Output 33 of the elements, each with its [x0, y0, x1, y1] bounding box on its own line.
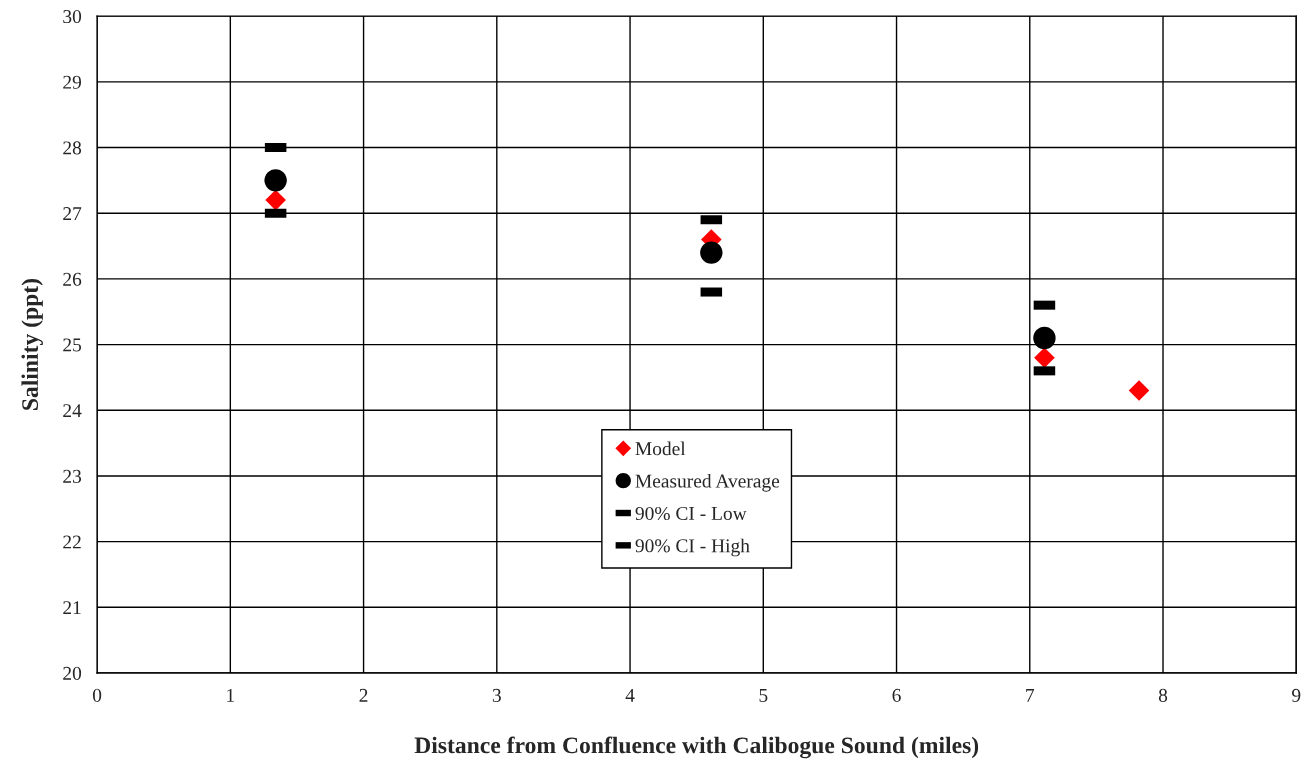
x-tick-label: 7 — [1026, 689, 1035, 702]
point — [1034, 347, 1055, 369]
x-tick-label: 0 — [92, 688, 102, 702]
y-tick-label: 28 — [63, 141, 82, 155]
y-tick-label: 24 — [63, 404, 82, 417]
point — [264, 169, 287, 192]
x-tick-label: 5 — [759, 689, 768, 702]
x-tick-label: 3 — [492, 688, 501, 702]
x-tick-label: 6 — [892, 688, 901, 702]
x-axis-title: Distance from Confluence with Calibogue Sound (miles) — [414, 736, 979, 759]
y-tick-label: 30 — [63, 9, 82, 24]
y-tick-label: 23 — [63, 469, 82, 483]
y-tick-label: 20 — [63, 666, 82, 680]
point — [700, 241, 723, 264]
legend-label: Model — [635, 441, 686, 456]
y-axis-title: Salinity (ppt) — [21, 279, 43, 410]
y-tick-label: 25 — [63, 338, 82, 352]
x-tick-label: 1 — [227, 688, 235, 702]
point — [265, 189, 286, 211]
point — [1128, 380, 1150, 401]
x-tick-label: 8 — [1158, 688, 1168, 702]
legend-label: 90% CI - High — [635, 538, 750, 557]
y-tick-label: 29 — [63, 75, 82, 89]
x-tick-label: 4 — [625, 688, 635, 702]
point — [1033, 326, 1056, 350]
y-tick-label: 22 — [63, 535, 81, 549]
legend-label: 90% CI - Low — [635, 506, 747, 521]
x-tick-label: 9 — [1292, 688, 1301, 702]
y-tick-label: 26 — [63, 272, 82, 286]
y-tick-label: 21 — [63, 601, 81, 615]
x-tick-label: 2 — [359, 688, 368, 702]
legend-label: Measured Average — [635, 473, 780, 492]
y-tick-label: 27 — [63, 207, 82, 220]
